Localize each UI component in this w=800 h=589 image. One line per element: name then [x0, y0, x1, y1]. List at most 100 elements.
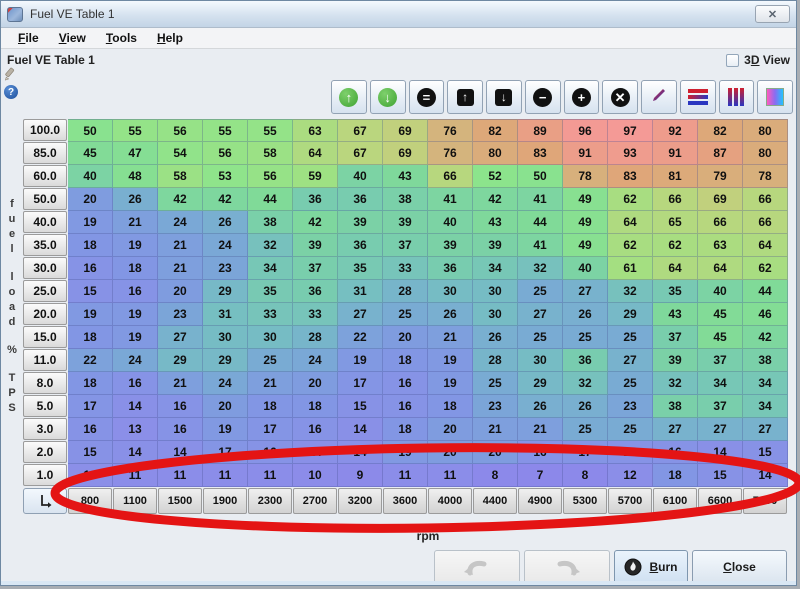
rpm-axis-cell[interactable]: 5700 — [608, 488, 652, 514]
ve-cell[interactable]: 37 — [293, 257, 338, 280]
ve-cell[interactable]: 25 — [563, 418, 608, 441]
ve-cell[interactable]: 27 — [518, 303, 563, 326]
ve-cell[interactable]: 78 — [563, 165, 608, 188]
ve-cell[interactable]: 62 — [608, 234, 653, 257]
add-button[interactable]: + — [563, 80, 600, 114]
ve-cell[interactable]: 41 — [518, 234, 563, 257]
ve-cell[interactable]: 11 — [203, 464, 248, 487]
ve-cell[interactable]: 24 — [158, 211, 203, 234]
ve-cell[interactable]: 18 — [68, 234, 113, 257]
ve-cell[interactable]: 25 — [608, 326, 653, 349]
ve-cell[interactable]: 14 — [698, 441, 743, 464]
ve-cell[interactable]: 40 — [338, 165, 383, 188]
ve-cell[interactable]: 25 — [473, 372, 518, 395]
ve-cell[interactable]: 27 — [338, 303, 383, 326]
ve-cell[interactable]: 19 — [383, 441, 428, 464]
rpm-axis-cell[interactable]: 1500 — [158, 488, 202, 514]
ve-cell[interactable]: 31 — [203, 303, 248, 326]
load-axis-cell[interactable]: 2.0 — [23, 441, 67, 463]
ve-cell[interactable]: 44 — [248, 188, 293, 211]
ve-cell[interactable]: 43 — [383, 165, 428, 188]
ve-cell[interactable]: 15 — [698, 464, 743, 487]
ve-cell[interactable]: 50 — [518, 165, 563, 188]
view-3d-checkbox[interactable] — [726, 53, 740, 67]
rpm-axis-cell[interactable]: 5300 — [563, 488, 607, 514]
ve-cell[interactable]: 38 — [653, 395, 698, 418]
ve-cell[interactable]: 42 — [473, 188, 518, 211]
ve-cell[interactable]: 59 — [293, 165, 338, 188]
ve-cell[interactable]: 27 — [653, 418, 698, 441]
ve-cell[interactable]: 65 — [653, 211, 698, 234]
ve-cell[interactable]: 25 — [518, 280, 563, 303]
load-axis-cell[interactable]: 50.0 — [23, 188, 67, 210]
ve-cell[interactable]: 8 — [563, 464, 608, 487]
ve-cell[interactable]: 27 — [158, 326, 203, 349]
ve-cell[interactable]: 62 — [608, 188, 653, 211]
ve-cell[interactable]: 37 — [698, 395, 743, 418]
rpm-axis-cell[interactable]: 2700 — [293, 488, 337, 514]
set-equal-button[interactable]: = — [408, 80, 445, 114]
ve-cell[interactable]: 55 — [113, 119, 158, 142]
ve-cell[interactable]: 11 — [383, 464, 428, 487]
ve-cell[interactable]: 18 — [68, 326, 113, 349]
load-axis-cell[interactable]: 100.0 — [23, 119, 67, 141]
ve-cell[interactable]: 15 — [68, 280, 113, 303]
ve-cell[interactable]: 43 — [473, 211, 518, 234]
ve-cell[interactable]: 33 — [293, 303, 338, 326]
ve-cell[interactable]: 15 — [68, 441, 113, 464]
load-axis-cell[interactable]: 11.0 — [23, 349, 67, 371]
ve-cell[interactable]: 27 — [563, 280, 608, 303]
ve-cell[interactable]: 45 — [68, 142, 113, 165]
ve-cell[interactable]: 37 — [653, 326, 698, 349]
ve-cell[interactable]: 14 — [743, 464, 788, 487]
ve-cell[interactable]: 21 — [473, 418, 518, 441]
ve-cell[interactable]: 15 — [743, 441, 788, 464]
ve-cell[interactable]: 80 — [743, 142, 788, 165]
subtract-button[interactable]: − — [524, 80, 561, 114]
ve-cell[interactable]: 66 — [428, 165, 473, 188]
ve-cell[interactable]: 21 — [113, 211, 158, 234]
ve-cell[interactable]: 17 — [68, 395, 113, 418]
ve-cell[interactable]: 28 — [293, 326, 338, 349]
shift-up-button[interactable]: ↑ — [447, 80, 483, 114]
scale-up-button[interactable]: ↑ — [331, 80, 367, 114]
ve-cell[interactable]: 32 — [518, 257, 563, 280]
ve-cell[interactable]: 19 — [338, 349, 383, 372]
ve-cell[interactable]: 42 — [203, 188, 248, 211]
ve-cell[interactable]: 66 — [743, 188, 788, 211]
load-axis-cell[interactable]: 40.0 — [23, 211, 67, 233]
ve-cell[interactable]: 16 — [248, 441, 293, 464]
ve-cell[interactable]: 18 — [113, 257, 158, 280]
ve-cell[interactable]: 20 — [383, 326, 428, 349]
ve-cell[interactable]: 79 — [698, 165, 743, 188]
ve-cell[interactable]: 62 — [653, 234, 698, 257]
rpm-axis-cell[interactable]: 4400 — [473, 488, 517, 514]
multiply-button[interactable]: ✕ — [602, 80, 638, 114]
ve-cell[interactable]: 29 — [158, 349, 203, 372]
ve-cell[interactable]: 10 — [293, 464, 338, 487]
view-3d-toggle[interactable]: 3D View — [726, 53, 790, 67]
window-close-button[interactable]: ✕ — [755, 5, 790, 23]
ve-cell[interactable]: 26 — [113, 188, 158, 211]
ve-cell[interactable]: 32 — [563, 372, 608, 395]
ve-cell[interactable]: 66 — [743, 211, 788, 234]
ve-cell[interactable]: 41 — [518, 188, 563, 211]
ve-cell[interactable]: 32 — [608, 280, 653, 303]
rpm-axis-cell[interactable]: 1900 — [203, 488, 247, 514]
ve-cell[interactable]: 46 — [743, 303, 788, 326]
ve-cell[interactable]: 40 — [698, 280, 743, 303]
load-axis-cell[interactable]: 85.0 — [23, 142, 67, 164]
ve-cell[interactable]: 44 — [743, 280, 788, 303]
ve-cell[interactable]: 26 — [563, 395, 608, 418]
ve-cell[interactable]: 21 — [158, 234, 203, 257]
rpm-axis-cell[interactable]: 4000 — [428, 488, 472, 514]
ve-cell[interactable]: 44 — [518, 211, 563, 234]
ve-cell[interactable]: 48 — [113, 165, 158, 188]
ve-cell[interactable]: 61 — [608, 257, 653, 280]
load-axis-cell[interactable]: 3.0 — [23, 418, 67, 440]
load-axis-cell[interactable]: 15.0 — [23, 326, 67, 348]
load-axis-cell[interactable]: 1.0 — [23, 464, 67, 486]
ve-cell[interactable]: 80 — [743, 119, 788, 142]
ve-cell[interactable]: 76 — [428, 119, 473, 142]
close-button[interactable]: Close — [692, 550, 787, 584]
